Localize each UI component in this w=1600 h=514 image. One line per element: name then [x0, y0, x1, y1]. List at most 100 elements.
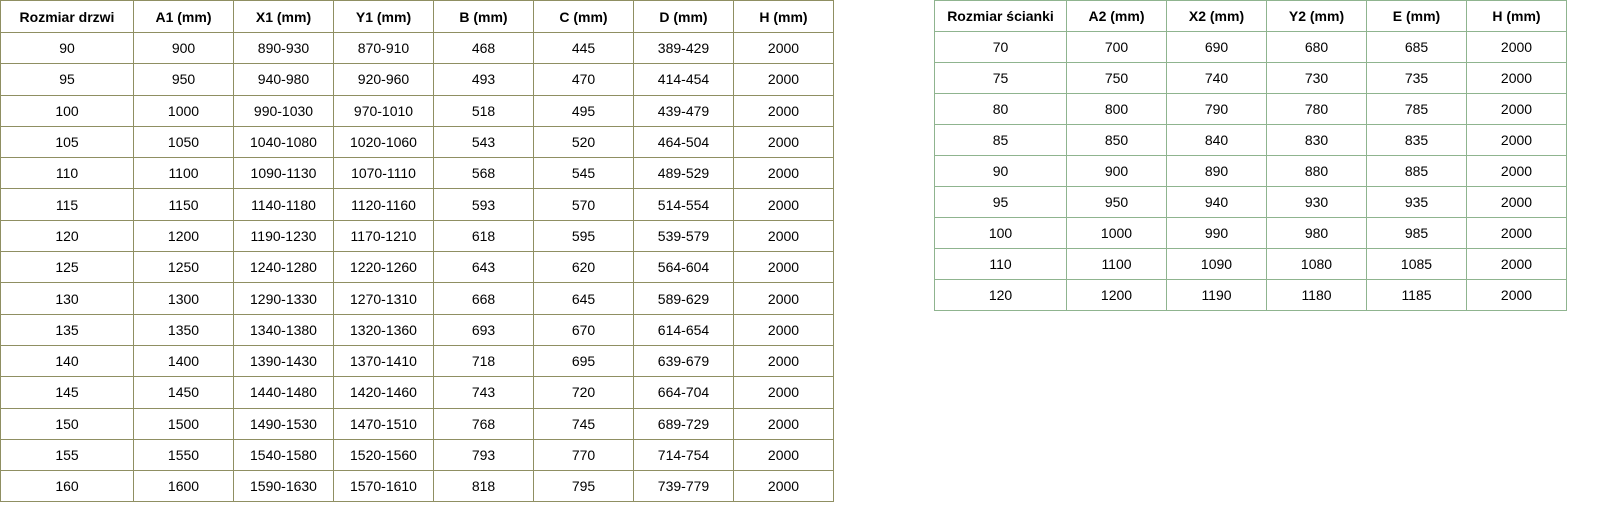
table-cell: 990-1030 — [233, 94, 334, 127]
table-cell: 1185 — [1366, 279, 1467, 311]
table-cell: 985 — [1366, 217, 1467, 249]
table-cell: 2000 — [733, 407, 834, 440]
table-cell: 135 — [0, 313, 134, 346]
table-row: 105 1050 1040-1080 1020-1060 543 520 464-504 20… — [0, 125, 834, 159]
table-cell: 1020-1060 — [333, 125, 434, 159]
table-cell: 568 — [433, 157, 534, 190]
table-cell: 470 — [533, 63, 634, 96]
table-cell: 130 — [0, 282, 134, 315]
table-cell: 95 — [0, 63, 134, 96]
table-cell: 950 — [133, 63, 234, 96]
table-row: 80 800 790 780 785 2000 — [934, 93, 1567, 125]
table-cell: 940-980 — [233, 63, 334, 96]
table-cell: 1590-1630 — [233, 470, 334, 503]
table-cell: 940 — [1166, 186, 1267, 218]
table-cell: 2000 — [733, 376, 834, 409]
table-cell: 614-654 — [633, 313, 734, 346]
table-row: 135 1350 1340-1380 1320-1360 693 670 614-654 20… — [0, 313, 834, 346]
table-cell: 140 — [0, 344, 134, 378]
table-cell: 1190-1230 — [233, 219, 334, 253]
table-cell: 664-704 — [633, 376, 734, 409]
table-cell: 514-554 — [633, 188, 734, 221]
table-cell: 1300 — [133, 282, 234, 315]
table-row: 110 1100 1090 1080 1085 2000 — [934, 248, 1567, 280]
column-header: X2 (mm) — [1166, 0, 1267, 32]
table-row: 145 1450 1440-1480 1420-1460 743 720 664-704 20… — [0, 376, 834, 409]
table-cell: 120 — [0, 219, 134, 253]
table-cell: 1370-1410 — [333, 344, 434, 378]
table-cell: 1240-1280 — [233, 251, 334, 284]
table-cell: 930 — [1266, 186, 1367, 218]
table-cell: 100 — [934, 217, 1067, 249]
table-cell: 935 — [1366, 186, 1467, 218]
table-cell: 80 — [934, 93, 1067, 125]
table-cell: 120 — [934, 279, 1067, 311]
table-cell: 840 — [1166, 124, 1267, 156]
table-cell: 1570-1610 — [333, 470, 434, 503]
table-cell: 643 — [433, 251, 534, 284]
table-cell: 2000 — [1466, 93, 1567, 125]
table-row: 100 1000 990-1030 970-1010 518 495 439-479 2000 — [0, 94, 834, 127]
table-cell: 720 — [533, 376, 634, 409]
table-cell: 1550 — [133, 438, 234, 472]
table-cell: 489-529 — [633, 157, 734, 190]
table-cell: 90 — [0, 31, 134, 65]
table-row: 70 700 690 680 685 2000 — [934, 31, 1567, 63]
column-header: X1 (mm) — [233, 0, 334, 33]
table-cell: 75 — [934, 62, 1067, 94]
table-cell: 743 — [433, 376, 534, 409]
column-header: B (mm) — [433, 0, 534, 33]
table-cell: 589-629 — [633, 282, 734, 315]
table-row: 125 1250 1240-1280 1220-1260 643 620 564-604 20… — [0, 251, 834, 284]
table-cell: 105 — [0, 125, 134, 159]
table-cell: 2000 — [733, 251, 834, 284]
table-cell: 730 — [1266, 62, 1367, 94]
table-cell: 618 — [433, 219, 534, 253]
table-cell: 1090-1130 — [233, 157, 334, 190]
table-cell: 495 — [533, 94, 634, 127]
table-row: 90 900 890 880 885 2000 — [934, 155, 1567, 187]
table-cell: 2000 — [733, 438, 834, 472]
column-header: C (mm) — [533, 0, 634, 33]
table-cell: 95 — [934, 186, 1067, 218]
table-cell: 520 — [533, 125, 634, 159]
table-cell: 2000 — [733, 94, 834, 127]
table-cell: 110 — [934, 248, 1067, 280]
column-header: H (mm) — [733, 0, 834, 33]
table-row: 120 1200 1190 1180 1185 2000 — [934, 279, 1567, 311]
table-cell: 1000 — [1066, 217, 1167, 249]
table-cell: 2000 — [733, 125, 834, 159]
table-cell: 970-1010 — [333, 94, 434, 127]
table-cell: 1090 — [1166, 248, 1267, 280]
table-cell: 695 — [533, 344, 634, 378]
table-cell: 2000 — [1466, 279, 1567, 311]
table-cell: 2000 — [733, 282, 834, 315]
table-cell: 414-454 — [633, 63, 734, 96]
table-cell: 900 — [133, 31, 234, 65]
table-cell: 2000 — [1466, 155, 1567, 187]
column-header: A2 (mm) — [1066, 0, 1167, 32]
table-cell: 1390-1430 — [233, 344, 334, 378]
table-cell: 1200 — [133, 219, 234, 253]
table-cell: 1350 — [133, 313, 234, 346]
table-cell: 1420-1460 — [333, 376, 434, 409]
table-cell: 150 — [0, 407, 134, 440]
table-cell: 714-754 — [633, 438, 734, 472]
table-cell: 125 — [0, 251, 134, 284]
table-cell: 920-960 — [333, 63, 434, 96]
table-row: 95 950 940 930 935 2000 — [934, 186, 1567, 218]
table-row: 110 1100 1090-1130 1070-1110 568 545 489-529 20… — [0, 157, 834, 190]
table-cell: 545 — [533, 157, 634, 190]
table-cell: 1120-1160 — [333, 188, 434, 221]
table-cell: 1500 — [133, 407, 234, 440]
table-row: 130 1300 1290-1330 1270-1310 668 645 589-629 20… — [0, 282, 834, 315]
table-cell: 570 — [533, 188, 634, 221]
table-cell: 850 — [1066, 124, 1167, 156]
table-cell: 680 — [1266, 31, 1367, 63]
table-row: 100 1000 990 980 985 2000 — [934, 217, 1567, 249]
table-row: 85 850 840 830 835 2000 — [934, 124, 1567, 156]
table-cell: 539-579 — [633, 219, 734, 253]
table-cell: 835 — [1366, 124, 1467, 156]
table-cell: 818 — [433, 470, 534, 503]
table-cell: 2000 — [1466, 186, 1567, 218]
